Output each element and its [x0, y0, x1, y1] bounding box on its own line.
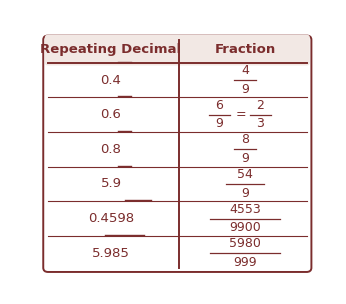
Text: Repeating Decimal: Repeating Decimal [40, 43, 182, 56]
Text: 8: 8 [241, 133, 249, 147]
Text: 9900: 9900 [229, 221, 261, 234]
Text: 2: 2 [256, 99, 264, 112]
Text: 9: 9 [216, 117, 224, 130]
Text: 5.9: 5.9 [100, 178, 121, 190]
Text: 5.985: 5.985 [92, 247, 130, 260]
Text: 9: 9 [241, 83, 249, 96]
FancyBboxPatch shape [45, 35, 310, 65]
Text: 6: 6 [216, 99, 224, 112]
Text: 0.4598: 0.4598 [88, 212, 134, 225]
Text: 0.8: 0.8 [101, 143, 121, 156]
Text: 0.6: 0.6 [101, 108, 121, 121]
Text: 9: 9 [241, 152, 249, 165]
Text: =: = [236, 108, 247, 121]
Text: 9: 9 [241, 187, 249, 200]
Text: 54: 54 [237, 168, 253, 181]
Text: 4553: 4553 [229, 203, 261, 216]
Text: Fraction: Fraction [215, 43, 276, 56]
Text: 999: 999 [233, 256, 257, 269]
FancyBboxPatch shape [43, 36, 311, 272]
Text: 0.4: 0.4 [101, 74, 121, 87]
Text: 3: 3 [256, 117, 264, 130]
Text: 5980: 5980 [229, 237, 261, 250]
Text: 4: 4 [241, 64, 249, 77]
